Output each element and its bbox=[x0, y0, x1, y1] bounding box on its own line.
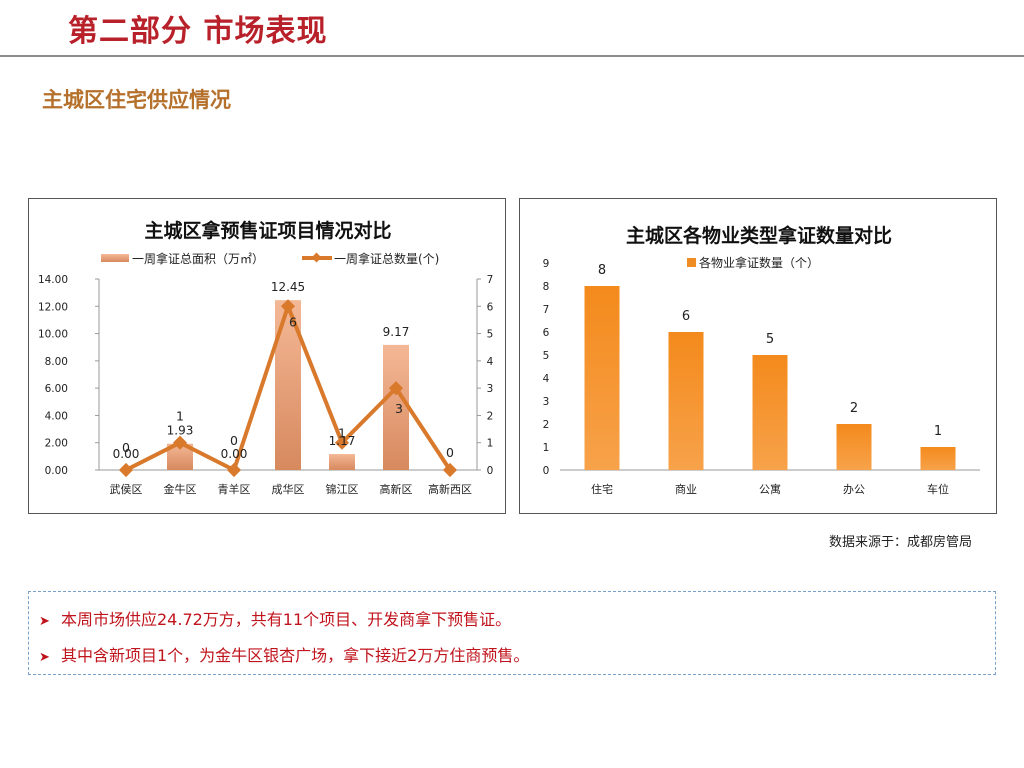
legend-label-area: 一周拿证总面积（万㎡） bbox=[132, 251, 264, 266]
bar-data-label: 8 bbox=[598, 263, 606, 278]
bar-count bbox=[752, 355, 788, 470]
line-data-label: 6 bbox=[289, 314, 297, 329]
arrow-bullet-icon: ➤ bbox=[39, 614, 50, 629]
y-tick-label: 4 bbox=[543, 373, 550, 385]
legend-swatch-area bbox=[101, 254, 129, 262]
line-data-label: 1 bbox=[176, 409, 184, 424]
bar-area bbox=[329, 454, 355, 470]
area-count-combo-chart: 主城区拿预售证项目情况对比 一周拿证总面积（万㎡） 一周拿证总数量(个) 0.0… bbox=[38, 219, 494, 496]
summary-box: ➤ 本周市场供应24.72万方，共有11个项目、开发商拿下预售证。 ➤ 其中含新项目… bbox=[28, 591, 996, 675]
summary-bullet-text: 本周市场供应24.72万方，共有11个项目、开发商拿下预售证。 bbox=[61, 610, 512, 629]
bar-data-label: 1 bbox=[934, 424, 942, 439]
y-right-tick-label: 7 bbox=[487, 274, 494, 286]
x-tick-label: 高新区 bbox=[380, 482, 413, 496]
y-left-tick-label: 8.00 bbox=[45, 356, 68, 368]
y-left-tick-label: 0.00 bbox=[45, 465, 68, 477]
chart-legend: 各物业拿证数量（个） bbox=[687, 255, 819, 270]
line-count-point bbox=[442, 462, 458, 478]
x-tick-label: 商业 bbox=[675, 482, 697, 496]
bar-area bbox=[383, 344, 409, 470]
property-type-bar-chart-panel: 主城区各物业类型拿证数量对比 各物业拿证数量（个） 0 1 2 3 4 5 6 7 8 9 住宅 商业… bbox=[519, 198, 997, 514]
legend-marker-count bbox=[311, 252, 322, 263]
y-tick-label: 5 bbox=[543, 350, 550, 362]
bar-data-label: 5 bbox=[766, 332, 774, 347]
x-tick-label: 住宅 bbox=[591, 482, 613, 496]
x-tick-label: 成华区 bbox=[272, 482, 305, 496]
bar-count bbox=[920, 447, 956, 470]
bar-count bbox=[584, 286, 620, 470]
x-tick-label: 青羊区 bbox=[218, 482, 251, 496]
y-left-tick-label: 14.00 bbox=[38, 274, 68, 286]
y-tick-label: 8 bbox=[543, 281, 550, 293]
legend-swatch-count bbox=[687, 258, 696, 267]
x-tick-label: 公寓 bbox=[759, 482, 781, 496]
y-right-tick-label: 2 bbox=[487, 410, 494, 422]
legend-label-count: 一周拿证总数量(个) bbox=[334, 251, 439, 266]
area-count-combo-chart-panel: 主城区拿预售证项目情况对比 一周拿证总面积（万㎡） 一周拿证总数量(个) 0.0… bbox=[28, 198, 506, 514]
y-right-tick-label: 5 bbox=[487, 329, 494, 341]
line-count-point bbox=[172, 435, 188, 450]
summary-bullet: ➤ 本周市场供应24.72万方，共有11个项目、开发商拿下预售证。 bbox=[39, 606, 511, 630]
section-title: 主城区住宅供应情况 bbox=[42, 88, 231, 112]
line-data-label: 0 bbox=[446, 445, 454, 460]
summary-bullet: ➤ 其中含新项目1个，为金牛区银杏广场，拿下接近2万方住商预售。 bbox=[39, 642, 529, 666]
y-left-tick-label: 6.00 bbox=[45, 383, 68, 395]
bar-count bbox=[836, 424, 872, 470]
page-title: 第二部分 市场表现 bbox=[68, 14, 328, 49]
y-right-tick-label: 0 bbox=[487, 465, 494, 477]
bar-data-label: 0.00 bbox=[113, 447, 140, 461]
x-tick-label: 金牛区 bbox=[164, 482, 197, 496]
bar-count bbox=[668, 332, 704, 470]
line-data-label: 0 bbox=[122, 440, 130, 455]
bar-data-label: 1.17 bbox=[329, 434, 356, 448]
chart-title: 主城区拿预售证项目情况对比 bbox=[144, 219, 391, 242]
bar-data-label: 2 bbox=[850, 401, 858, 416]
line-count-point bbox=[388, 381, 404, 396]
property-type-bar-chart: 主城区各物业类型拿证数量对比 各物业拿证数量（个） 0 1 2 3 4 5 6 7 8 9 住宅 商业… bbox=[543, 224, 980, 496]
y-right-tick-label: 4 bbox=[487, 356, 494, 368]
chart-legend: 一周拿证总面积（万㎡） 一周拿证总数量(个) bbox=[101, 251, 439, 266]
y-right-tick-label: 1 bbox=[487, 438, 494, 450]
legend-label-count: 各物业拿证数量（个） bbox=[699, 255, 819, 270]
summary-bullet-text: 其中含新项目1个，为金牛区银杏广场，拿下接近2万方住商预售。 bbox=[61, 646, 530, 665]
arrow-bullet-icon: ➤ bbox=[39, 650, 50, 665]
y-tick-label: 7 bbox=[543, 304, 550, 316]
y-right-tick-label: 6 bbox=[487, 301, 494, 313]
y-tick-label: 2 bbox=[543, 419, 550, 431]
x-tick-label: 办公 bbox=[843, 483, 865, 496]
line-count-point bbox=[226, 462, 242, 478]
y-right-tick-label: 3 bbox=[487, 383, 494, 395]
x-tick-label: 武侯区 bbox=[110, 482, 143, 496]
x-tick-label: 车位 bbox=[927, 482, 949, 496]
line-data-label: 1 bbox=[338, 426, 346, 441]
chart-title: 主城区各物业类型拿证数量对比 bbox=[626, 224, 892, 247]
y-tick-label: 1 bbox=[543, 442, 550, 454]
bar-data-label: 0.00 bbox=[221, 447, 248, 461]
y-left-tick-label: 4.00 bbox=[45, 410, 68, 422]
bar-data-label: 9.17 bbox=[383, 325, 410, 339]
line-count-point bbox=[118, 462, 134, 478]
line-count-point bbox=[280, 299, 296, 314]
line-count-point bbox=[334, 435, 350, 450]
bar-data-label: 6 bbox=[682, 309, 690, 324]
y-left-tick-label: 10.00 bbox=[38, 329, 68, 341]
line-data-label: 3 bbox=[395, 401, 403, 416]
y-tick-label: 6 bbox=[543, 327, 550, 339]
x-tick-label: 锦江区 bbox=[326, 482, 359, 496]
y-tick-label: 3 bbox=[543, 396, 550, 408]
bar-data-label: 1.93 bbox=[167, 424, 194, 438]
y-left-tick-label: 2.00 bbox=[45, 438, 68, 450]
y-tick-label: 0 bbox=[543, 465, 550, 477]
bar-data-label: 12.45 bbox=[271, 280, 305, 294]
y-left-tick-label: 12.00 bbox=[38, 301, 68, 313]
x-tick-label: 高新西区 bbox=[428, 482, 472, 496]
data-source-note: 数据来源于：成都房管局 bbox=[828, 535, 972, 550]
y-tick-label: 9 bbox=[543, 258, 550, 270]
line-data-label: 0 bbox=[230, 433, 238, 448]
title-divider bbox=[0, 55, 1024, 57]
